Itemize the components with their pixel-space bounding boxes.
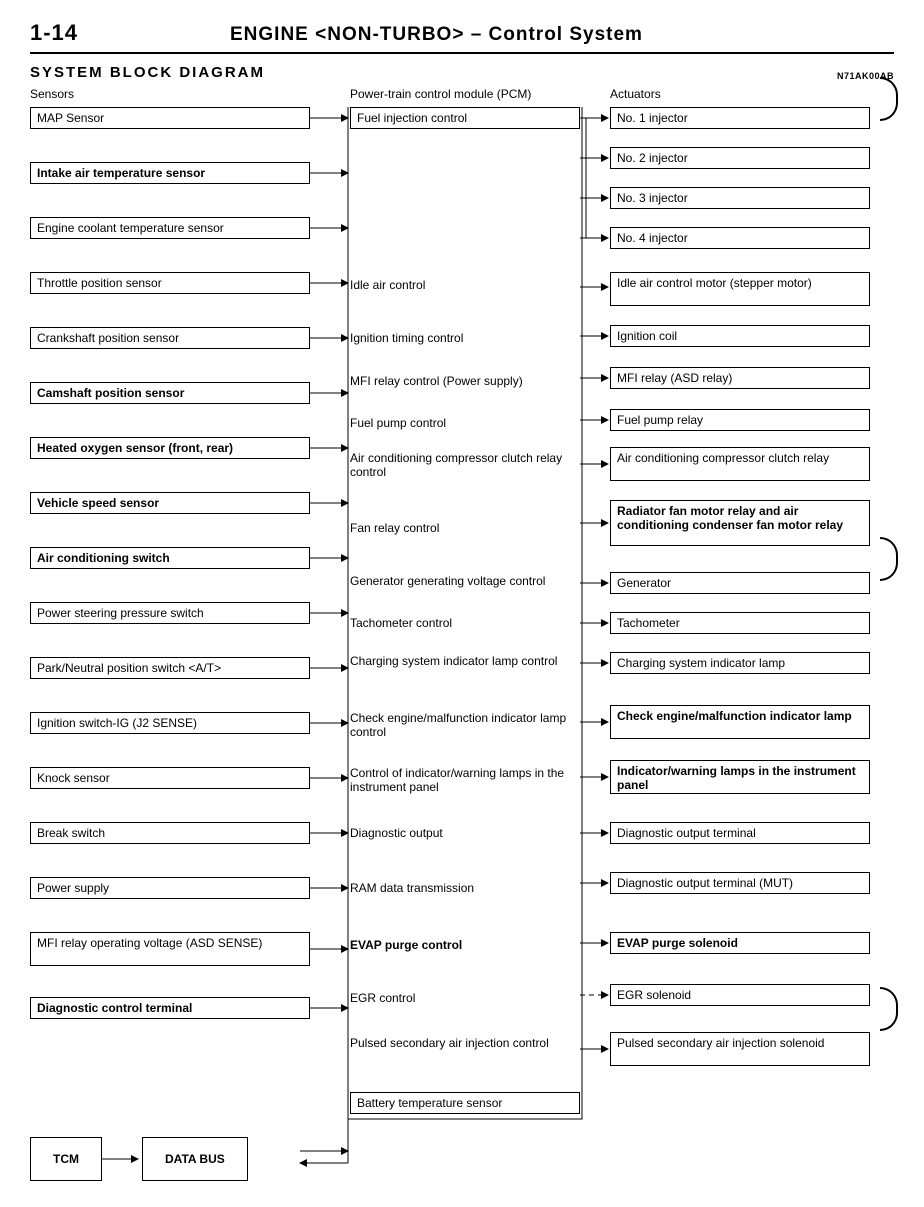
sensor-box: Park/Neutral position switch <A/T> [30, 657, 310, 679]
actuator-box: No. 1 injector [610, 107, 870, 129]
actuator-box: Charging system indicator lamp [610, 652, 870, 674]
control-label: RAM data transmission [350, 882, 580, 896]
actuator-box: Check engine/malfunction indicator lamp [610, 705, 870, 739]
control-label: MFI relay control (Power supply) [350, 375, 580, 389]
page-arc [880, 987, 898, 1031]
sensor-box: Power supply [30, 877, 310, 899]
sensor-box: Diagnostic control terminal [30, 997, 310, 1019]
control-label: Fan relay control [350, 522, 580, 536]
databus-row: TCM DATA BUS [30, 1137, 248, 1181]
col-header-sensors: Sensors [30, 87, 330, 101]
sensor-box: Throttle position sensor [30, 272, 310, 294]
control-label: Fuel pump control [350, 417, 580, 431]
control-label: Idle air control [350, 279, 580, 293]
column-headers: Sensors Power-train control module (PCM)… [30, 87, 894, 101]
databus-box: DATA BUS [142, 1137, 248, 1181]
actuator-box: Indicator/warning lamps in the instrumen… [610, 760, 870, 794]
actuator-box: Diagnostic output terminal [610, 822, 870, 844]
sensor-box: Vehicle speed sensor [30, 492, 310, 514]
pcm-bounding-box [348, 107, 582, 1119]
sensor-box: Break switch [30, 822, 310, 844]
sensor-box: Power steering pressure switch [30, 602, 310, 624]
sensor-box: Knock sensor [30, 767, 310, 789]
sensor-box: MFI relay operating voltage (ASD SENSE) [30, 932, 310, 966]
control-label: Tachometer control [350, 617, 580, 631]
actuator-box: Ignition coil [610, 325, 870, 347]
control-label: Ignition timing control [350, 332, 580, 346]
control-label: Check engine/malfunction indicator lamp … [350, 712, 580, 740]
control-label: Fuel injection control [350, 107, 580, 129]
page-number: 1-14 [30, 20, 230, 46]
page-title: ENGINE <NON-TURBO> – Control System [230, 24, 643, 46]
actuator-box: No. 3 injector [610, 187, 870, 209]
tcm-box: TCM [30, 1137, 102, 1181]
control-label: Diagnostic output [350, 827, 580, 841]
actuator-box: Air conditioning compressor clutch relay [610, 447, 870, 481]
page-arc [880, 77, 898, 121]
col-header-actuators: Actuators [610, 87, 890, 101]
actuator-box: Diagnostic output terminal (MUT) [610, 872, 870, 894]
actuator-box: Generator [610, 572, 870, 594]
control-label: Pulsed secondary air injection control [350, 1037, 580, 1051]
actuator-box: MFI relay (ASD relay) [610, 367, 870, 389]
actuator-box: Idle air control motor (stepper motor) [610, 272, 870, 306]
sensor-box: Crankshaft position sensor [30, 327, 310, 349]
sensor-box: Intake air temperature sensor [30, 162, 310, 184]
actuator-box: EGR solenoid [610, 984, 870, 1006]
control-label: Control of indicator/warning lamps in th… [350, 767, 580, 795]
sensor-box: Camshaft position sensor [30, 382, 310, 404]
control-label: Battery temperature sensor [350, 1092, 580, 1114]
actuator-box: No. 2 injector [610, 147, 870, 169]
control-label: Air conditioning compressor clutch relay… [350, 452, 580, 480]
actuator-box: No. 4 injector [610, 227, 870, 249]
sensor-box: MAP Sensor [30, 107, 310, 129]
sensor-box: Ignition switch-IG (J2 SENSE) [30, 712, 310, 734]
actuator-box: Fuel pump relay [610, 409, 870, 431]
actuator-box: Tachometer [610, 612, 870, 634]
actuator-box: EVAP purge solenoid [610, 932, 870, 954]
sensor-box: Heated oxygen sensor (front, rear) [30, 437, 310, 459]
page-arc [880, 537, 898, 581]
tcm-to-bus-arrow [102, 1149, 142, 1169]
control-label: EGR control [350, 992, 580, 1006]
col-header-middle: Power-train control module (PCM) [350, 87, 590, 101]
sensor-arrows [310, 118, 348, 1008]
subheading: SYSTEM BLOCK DIAGRAM [30, 64, 265, 81]
control-label: EVAP purge control [350, 939, 580, 953]
actuator-box: Radiator fan motor relay and air conditi… [610, 500, 870, 546]
sensor-box: Engine coolant temperature sensor [30, 217, 310, 239]
sensor-box: Air conditioning switch [30, 547, 310, 569]
actuator-box: Pulsed secondary air injection solenoid [610, 1032, 870, 1066]
control-label: Charging system indicator lamp control [350, 655, 580, 669]
actuator-arrows [348, 118, 608, 1163]
control-label: Generator generating voltage control [350, 575, 580, 589]
